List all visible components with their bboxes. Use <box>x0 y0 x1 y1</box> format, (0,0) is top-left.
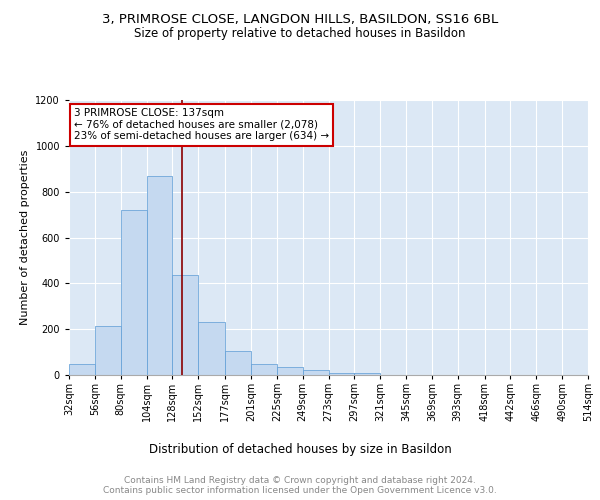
Text: Distribution of detached houses by size in Basildon: Distribution of detached houses by size … <box>149 442 451 456</box>
Bar <box>69 364 95 375</box>
Bar <box>302 370 329 375</box>
Text: 3, PRIMROSE CLOSE, LANGDON HILLS, BASILDON, SS16 6BL: 3, PRIMROSE CLOSE, LANGDON HILLS, BASILD… <box>102 12 498 26</box>
Bar <box>95 326 121 375</box>
Bar <box>355 372 380 375</box>
Bar <box>225 351 251 375</box>
Bar <box>198 322 225 375</box>
Bar <box>146 176 172 375</box>
Bar <box>329 372 355 375</box>
Bar <box>121 210 146 375</box>
Bar <box>172 276 198 375</box>
Text: Contains HM Land Registry data © Crown copyright and database right 2024.
Contai: Contains HM Land Registry data © Crown c… <box>103 476 497 495</box>
Text: Size of property relative to detached houses in Basildon: Size of property relative to detached ho… <box>134 28 466 40</box>
Bar <box>251 364 277 375</box>
Text: 3 PRIMROSE CLOSE: 137sqm
← 76% of detached houses are smaller (2,078)
23% of sem: 3 PRIMROSE CLOSE: 137sqm ← 76% of detach… <box>74 108 329 142</box>
Y-axis label: Number of detached properties: Number of detached properties <box>20 150 30 325</box>
Bar <box>277 366 302 375</box>
